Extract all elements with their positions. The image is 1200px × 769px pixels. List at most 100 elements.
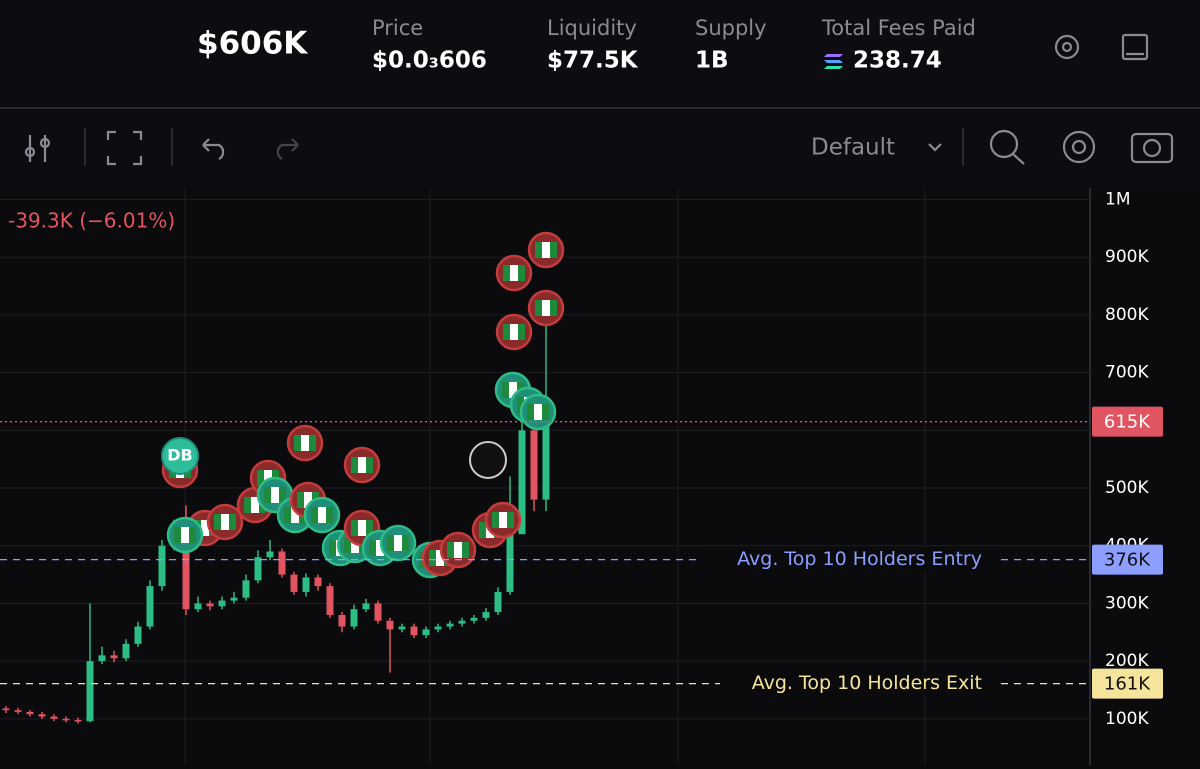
dropdown-arrow (928, 143, 942, 152)
marker-icon (201, 520, 209, 536)
marker-icon (264, 470, 272, 486)
candle-body (326, 586, 334, 615)
price-line-label: Avg. Top 10 Holders Entry (737, 548, 982, 570)
candle-body (86, 661, 94, 722)
price-badge (1092, 668, 1163, 699)
marker-icon (291, 507, 299, 523)
y-tick-label: 800K (1105, 305, 1149, 325)
candle-body (38, 714, 46, 717)
candle-body (506, 534, 514, 592)
candle-body (110, 655, 118, 659)
price-badge-label: 615K (1104, 412, 1151, 433)
marker-icon (499, 512, 507, 528)
candle-body (194, 603, 202, 610)
toolbar (0, 110, 1200, 185)
settings-button[interactable] (1054, 34, 1080, 60)
marker-icon (271, 487, 279, 503)
marker-icon (351, 537, 359, 553)
marker-icon (510, 265, 518, 281)
candle-body (182, 528, 190, 610)
candle-body (482, 612, 490, 618)
search-button[interactable] (989, 129, 1025, 165)
candle-body (122, 643, 130, 659)
candle-body (458, 620, 466, 624)
y-tick-label: 700K (1105, 363, 1149, 383)
marker-icon (318, 507, 326, 523)
fullscreen-button[interactable] (106, 130, 143, 166)
y-tick-label: 1M (1105, 190, 1130, 210)
candle-body (134, 626, 142, 644)
layout-select[interactable]: Default (811, 135, 895, 161)
candle-body (62, 718, 70, 721)
candle-body (386, 620, 394, 630)
candle-body (254, 557, 262, 581)
marker (469, 441, 507, 479)
y-tick-label: 500K (1105, 478, 1149, 498)
marker-icon (304, 492, 312, 508)
price-line-label: Avg. Top 10 Holders Exit (752, 672, 982, 694)
label-gap (700, 547, 1000, 572)
candle-body (410, 626, 418, 636)
candle-body (350, 609, 358, 627)
header-bar (0, 0, 1200, 108)
candle-body (422, 629, 430, 636)
marker (161, 437, 199, 475)
marker-label: DB (167, 446, 192, 465)
marker-icon (542, 300, 550, 316)
y-tick-label: 200K (1105, 651, 1149, 671)
candle-body (518, 430, 526, 535)
candle-body (2, 708, 10, 711)
marker-icon (509, 382, 517, 398)
candle-body (530, 430, 538, 500)
panel-button[interactable] (1121, 33, 1149, 61)
candle-body (446, 623, 454, 627)
candle-body (494, 591, 502, 613)
candle-body (290, 574, 298, 592)
stat-label: Price (372, 16, 423, 40)
candle-body (74, 719, 82, 722)
price-badge (1092, 406, 1163, 437)
stat-label: Supply (695, 16, 767, 40)
marker-icon (376, 540, 384, 556)
marker-icon (301, 435, 309, 451)
chart-settings-button[interactable] (1062, 130, 1096, 164)
stat-value: 1B (695, 48, 729, 74)
screenshot-button[interactable] (1130, 132, 1174, 164)
marker-icon (436, 550, 444, 566)
candle-body (98, 655, 106, 662)
candle-body (542, 421, 550, 500)
candle-body (398, 626, 406, 630)
marker-icon (454, 542, 462, 558)
label-gap (720, 671, 1000, 696)
y-tick-label: 100K (1105, 709, 1149, 729)
market-cap: $606K (197, 26, 308, 62)
candle-body (302, 577, 310, 592)
candle-body (470, 617, 478, 621)
stat-label: Total Fees Paid (821, 16, 976, 40)
candle-body (266, 551, 274, 558)
candle-body (230, 597, 238, 601)
candle-body (314, 577, 322, 587)
stat-value: 238.74 (853, 48, 942, 74)
stat-value: $77.5K (547, 48, 639, 74)
marker-icon (542, 242, 550, 258)
candle-body (278, 551, 286, 575)
redo-button[interactable] (276, 138, 299, 160)
candle-body (14, 710, 22, 712)
candle-body (146, 586, 154, 627)
candle-body (338, 614, 346, 627)
sol-icon (824, 54, 843, 69)
stat-value: $0.0₃606 (372, 48, 487, 74)
marker-icon (534, 404, 542, 420)
indicators-button[interactable] (24, 135, 51, 162)
candle-body (26, 711, 34, 715)
marker-icon (510, 324, 518, 340)
y-tick-label: 900K (1105, 247, 1149, 267)
candle-body (158, 545, 166, 587)
marker-icon (358, 457, 366, 473)
stat-label: Liquidity (547, 16, 637, 40)
price-badge (1092, 544, 1163, 575)
undo-button[interactable] (202, 138, 225, 160)
price-badge-label: 161K (1104, 674, 1151, 695)
candle-body (362, 603, 370, 610)
